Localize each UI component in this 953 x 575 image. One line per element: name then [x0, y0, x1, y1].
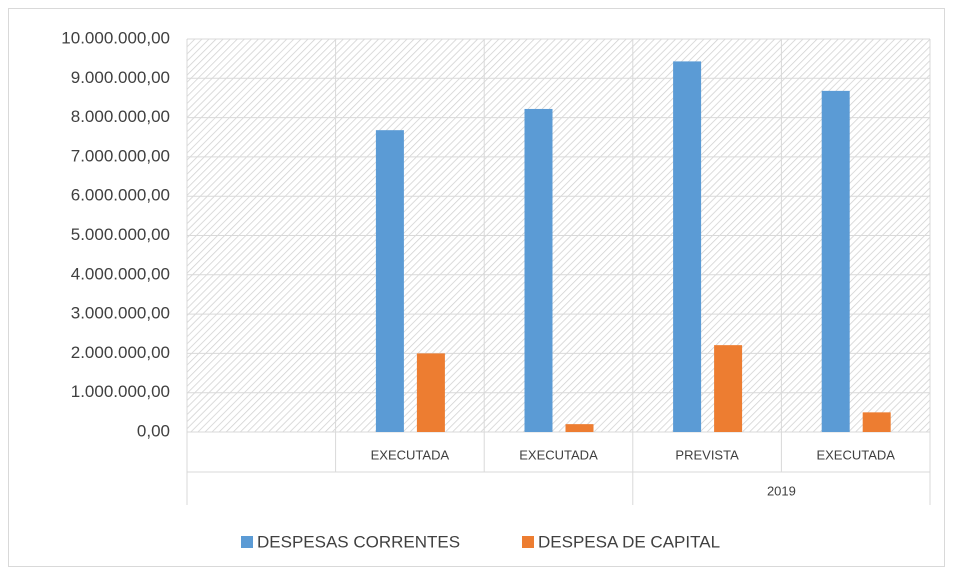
bar: [565, 424, 594, 432]
x-tick-label: EXECUTADA: [519, 447, 598, 462]
bar: [673, 61, 702, 432]
y-tick-label: 3.000.000,00: [71, 304, 170, 323]
x-tick-label: EXECUTADA: [816, 447, 895, 462]
bar: [375, 130, 404, 432]
bar: [524, 108, 553, 432]
group-label: 2019: [767, 483, 796, 498]
bar: [821, 90, 850, 432]
bar: [714, 345, 743, 432]
y-tick-label: 0,00: [137, 421, 170, 440]
y-tick-label: 5.000.000,00: [71, 225, 170, 244]
y-tick-label: 10.000.000,00: [61, 28, 170, 47]
legend-label: DESPESAS CORRENTES: [257, 532, 460, 551]
x-tick-label: PREVISTA: [675, 447, 739, 462]
legend-swatch: [241, 536, 253, 548]
y-tick-label: 9.000.000,00: [71, 68, 170, 87]
bar: [862, 412, 891, 432]
y-tick-label: 7.000.000,00: [71, 146, 170, 165]
x-tick-label: EXECUTADA: [371, 447, 450, 462]
y-tick-label: 1.000.000,00: [71, 382, 170, 401]
y-tick-label: 2.000.000,00: [71, 343, 170, 362]
y-tick-label: 6.000.000,00: [71, 186, 170, 205]
legend-label: DESPESA DE CAPITAL: [538, 532, 720, 551]
bar: [416, 353, 445, 432]
y-tick-label: 8.000.000,00: [71, 107, 170, 126]
legend-swatch: [522, 536, 534, 548]
y-tick-label: 4.000.000,00: [71, 264, 170, 283]
